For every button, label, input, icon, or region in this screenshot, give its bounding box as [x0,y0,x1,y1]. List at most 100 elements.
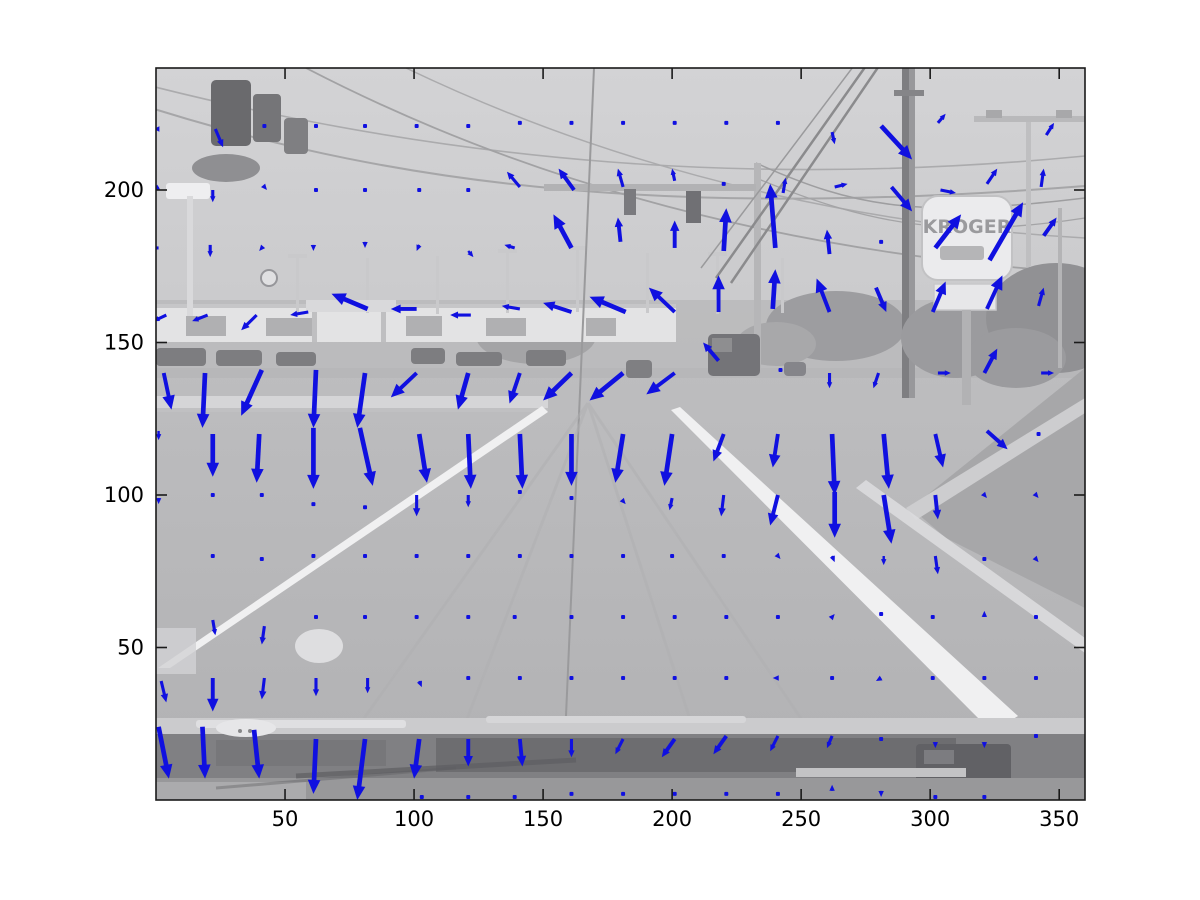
flow-arrow-head [553,214,566,230]
flow-arrow-head [504,244,511,250]
flow-arrow-head [463,756,473,767]
flow-arrow-shaft [561,173,576,192]
flow-arrow-head [1032,491,1039,499]
x-tick-label: 200 [652,807,692,831]
flow-arrow-head [815,278,828,294]
flow-arrow-head [949,189,956,195]
flow-arrow-shaft [260,677,266,694]
flow-arrow-head [1048,217,1057,227]
flow-arrow-head [1039,168,1046,177]
flow-arrow-shaft [1042,221,1055,237]
flow-dot [721,181,726,186]
flow-arrow-shaft [412,738,422,770]
flow-arrow-shaft [616,738,625,751]
flow-arrow-head [878,790,884,797]
flow-arrow-head [565,471,578,486]
flow-arrow-head [390,383,405,398]
flow-arrow-shaft [465,433,473,480]
flow-arrow-shaft [356,372,368,419]
flow-arrow-head [826,741,832,749]
flow-dot [721,554,726,558]
flow-arrow-shaft [715,734,728,751]
flow-arrow-head [251,764,265,779]
x-tick-label: 50 [272,807,299,831]
flow-dot [879,737,884,741]
flow-arrow-shaft [933,494,940,514]
flow-arrow-shaft [985,283,1001,310]
flow-arrow-head [290,310,298,317]
flow-arrow-head [1048,122,1055,130]
flow-dot [672,676,677,680]
flow-arrow-shaft [617,173,625,188]
flow-arrow-shaft [254,433,262,474]
flow-arrow-shaft [260,625,266,640]
flow-dot [414,615,419,619]
storefront-roof [156,304,676,309]
flow-dot [417,188,422,192]
flow-arrow-shaft [879,124,908,154]
flow-dot [569,791,574,796]
flow-arrow-head [1032,555,1039,563]
flow-arrow-head [211,628,218,636]
flow-arrow-head [259,637,266,645]
flow-arrow-shaft [770,494,780,518]
flow-dot [1033,676,1038,680]
flow-arrow-head [875,675,883,682]
flow-dot [724,791,729,796]
flow-arrow-head [455,394,468,410]
flow-arrow-shaft [555,221,574,250]
flow-arrow-shaft [200,372,208,419]
flow-arrow-shaft [829,433,837,486]
flow-arrow-head [881,559,887,566]
flow-arrow-head [897,144,913,160]
flow-arrow-shaft [873,372,881,385]
flow-arrow-head [310,245,317,251]
curb-line [156,408,548,412]
flow-dot [775,120,780,125]
flow-arrow-head [241,400,253,416]
flow-arrow-shaft [211,619,217,632]
flow-arrow-head [307,779,321,794]
flow-arrow-head [156,498,162,505]
flow-arrow-shaft [509,174,522,188]
flow-dot [512,615,517,619]
flow-arrow-shaft [506,305,521,311]
flow-arrow-shaft [517,433,525,480]
flow-arrow-head [768,453,781,468]
flow-dot [879,611,884,616]
flow-arrow-shaft [1039,173,1045,188]
flow-arrow-shaft [311,738,319,785]
flow-arrow-head [883,528,896,544]
flow-arrow-shaft [356,738,368,791]
flow-arrow-head [390,304,401,314]
flow-dot [930,615,935,619]
flow-arrow-head [981,610,988,617]
flow-arrow-shaft [244,313,258,328]
flow-dot [621,791,626,796]
flow-dot [830,676,835,680]
canopy-post [381,312,386,342]
flow-arrow-head [148,245,154,250]
flow-dot [724,676,729,680]
flow-arrow-shaft [705,346,721,363]
flow-arrow-head [307,413,321,428]
flow-dot [363,505,368,510]
canopy [306,300,396,312]
flow-arrow-shaft [825,235,832,255]
flow-arrow-shaft [200,726,207,769]
flow-arrow-head [1048,370,1055,376]
flow-arrow-shaft [818,286,832,313]
flow-arrow-shaft [550,303,573,314]
canopy-post [312,312,317,342]
storefront-windows [186,316,616,336]
flow-arrow-shaft [985,171,996,185]
flow-arrow-shaft [251,729,261,770]
flow-dot [569,615,574,619]
flow-dot [621,554,626,558]
flow-arrow-head [1038,287,1045,296]
flow-arrow-head [878,300,887,312]
traffic-signal [686,191,701,223]
flow-dot [466,188,471,192]
flow-arrow-head [932,509,942,520]
